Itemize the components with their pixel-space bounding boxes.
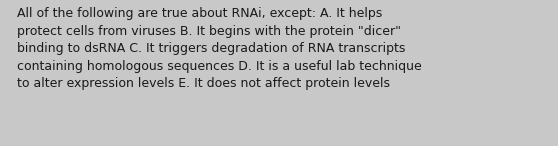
Text: All of the following are true about RNAi, except: A. It helps
protect cells from: All of the following are true about RNAi… xyxy=(17,7,421,90)
